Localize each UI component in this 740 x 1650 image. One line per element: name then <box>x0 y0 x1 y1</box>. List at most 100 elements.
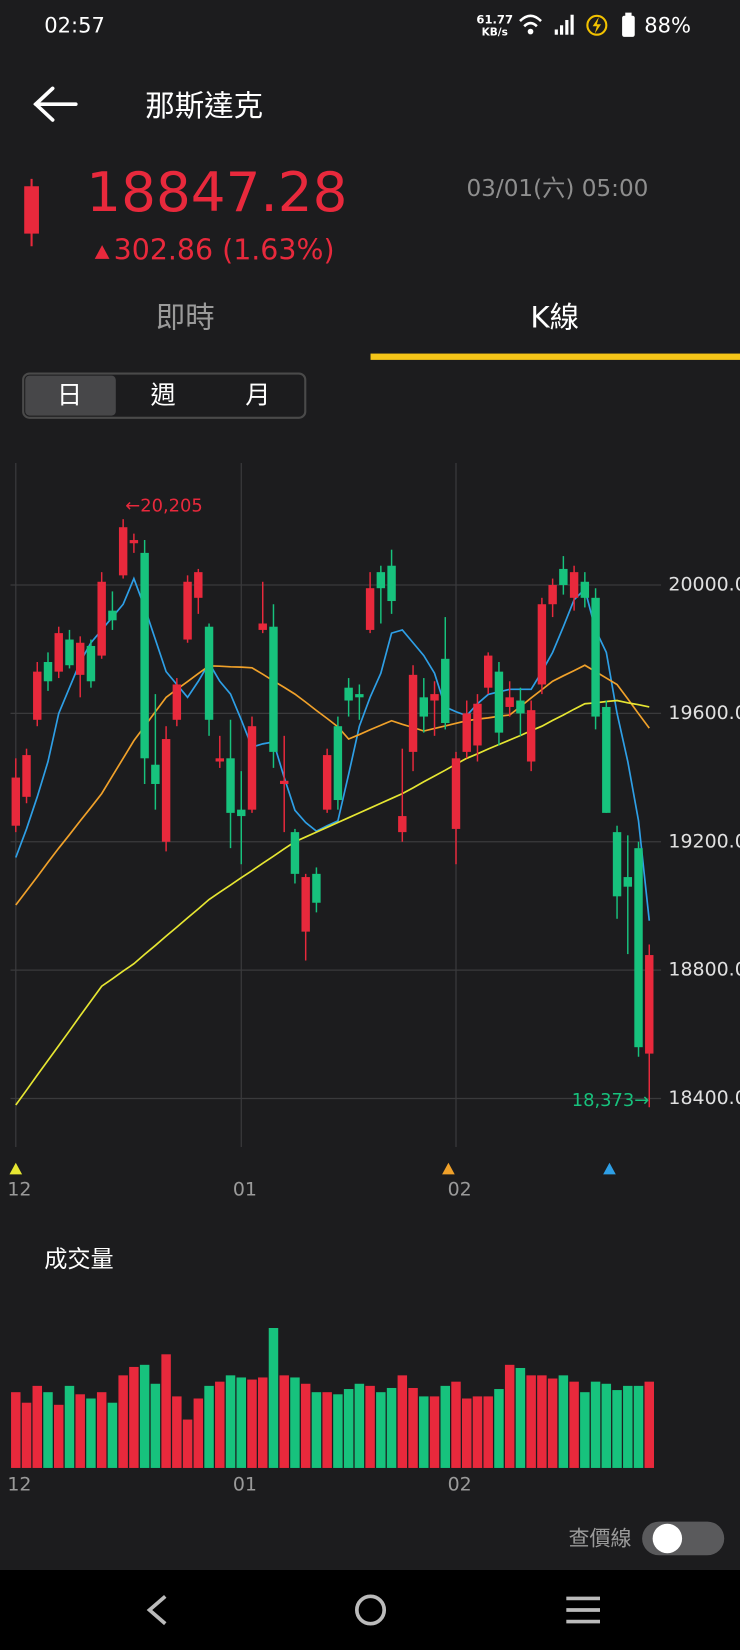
nav-home[interactable] <box>354 1594 387 1626</box>
candle-body <box>634 848 643 1048</box>
tab[interactable]: 即時 <box>156 300 215 334</box>
candle-body <box>365 588 375 630</box>
candle-body <box>43 662 53 682</box>
volume-bar <box>204 1385 214 1468</box>
period-selected <box>25 375 116 416</box>
candle-body <box>280 780 289 784</box>
volume-bar <box>75 1394 85 1468</box>
volume-bar <box>268 1327 279 1468</box>
volume-bar <box>236 1377 246 1468</box>
candle-body <box>322 755 332 810</box>
candle-body <box>33 671 42 720</box>
volume-bar <box>580 1392 590 1468</box>
volume-bar <box>483 1396 493 1468</box>
candle-body <box>526 710 536 762</box>
candle-body <box>462 713 471 752</box>
candle-body <box>569 572 579 598</box>
candle-body <box>76 642 85 675</box>
candlestick-chart: 12 01 02 18400.00 18800.00 19200.00 19600.00 20… <box>7 463 740 1201</box>
net-speed: 61.77 <box>476 12 513 26</box>
candle-body <box>537 604 547 685</box>
volume-bar <box>43 1392 53 1468</box>
volume-bar <box>258 1377 268 1468</box>
candle-body <box>548 584 557 605</box>
volume-bar <box>150 1383 161 1468</box>
volume-bar <box>376 1392 386 1468</box>
price: 18847.28 <box>86 160 347 224</box>
volume-bar <box>11 1392 21 1468</box>
volume-bar <box>172 1396 182 1468</box>
candle-body <box>430 694 439 701</box>
candle-icon <box>24 186 39 234</box>
candle-body <box>355 694 364 698</box>
period-option[interactable]: 週 <box>151 381 176 410</box>
volume-bar <box>590 1381 601 1468</box>
candle-body <box>505 697 514 707</box>
volume-bar <box>129 1366 139 1468</box>
volume-bar <box>365 1385 375 1468</box>
candle-body <box>108 610 117 621</box>
y-tick-label: 18400.00 <box>668 1087 740 1109</box>
volume-bar <box>279 1375 289 1468</box>
nav-back[interactable] <box>146 1594 167 1626</box>
candle-body <box>86 645 96 682</box>
candle-body <box>333 726 343 801</box>
candle-body <box>151 764 160 784</box>
y-tick-label: 19200.00 <box>668 830 740 852</box>
candle-body <box>161 739 171 842</box>
volume-bar <box>386 1387 397 1468</box>
candle-body <box>22 755 31 797</box>
candle-body <box>645 955 654 1054</box>
volume-bar <box>515 1367 526 1468</box>
period-option[interactable]: 月 <box>245 381 270 410</box>
x-tick-label: 12 <box>7 1179 31 1201</box>
volume-bar <box>333 1394 343 1468</box>
candle-body <box>398 816 407 833</box>
x-tick-label: 01 <box>233 1473 257 1495</box>
tab-active[interactable]: K線 <box>530 300 579 334</box>
ma-line <box>15 664 650 906</box>
candle-body <box>301 877 310 932</box>
candle-body <box>612 832 622 897</box>
candle-body <box>54 633 63 672</box>
candle-body <box>484 655 493 688</box>
volume-bar <box>440 1385 450 1468</box>
toggle-knob <box>652 1523 683 1554</box>
candle-body <box>290 832 300 874</box>
volume-bar <box>54 1404 64 1468</box>
volume-bar <box>139 1364 150 1468</box>
charging-icon <box>586 14 608 36</box>
toggle-label: 查價線 <box>568 1526 631 1551</box>
volume-bar <box>472 1396 483 1468</box>
x-tick-label: 12 <box>7 1473 31 1495</box>
ma-line <box>15 699 650 1106</box>
volume-bar <box>311 1392 322 1468</box>
candle-body <box>237 809 246 817</box>
volume-bar <box>558 1375 569 1468</box>
x-tick-label: 02 <box>448 1473 472 1495</box>
back-button[interactable] <box>33 86 78 122</box>
candle-body <box>204 626 214 720</box>
volume-bar <box>86 1398 96 1468</box>
candle-body <box>580 581 590 598</box>
period-option[interactable]: 日 <box>57 381 82 410</box>
volume-bar <box>182 1419 193 1468</box>
signal-icon <box>554 14 574 35</box>
volume-bar <box>215 1381 225 1468</box>
volume-bar <box>504 1364 515 1468</box>
chart-title: 成交量 <box>44 1247 113 1273</box>
volume-bar <box>633 1385 644 1468</box>
volume-bar <box>537 1375 547 1468</box>
volume-bar <box>96 1392 107 1468</box>
volume-chart: 成交量 12 01 02 <box>7 1247 654 1495</box>
volume-bar <box>408 1387 418 1468</box>
nav-menu[interactable] <box>566 1596 600 1624</box>
annotation: 18,373→ <box>572 1090 650 1111</box>
ma-marker <box>603 1162 616 1175</box>
candle-body <box>516 700 525 714</box>
candle-body <box>269 626 278 752</box>
candle-body <box>473 703 482 746</box>
